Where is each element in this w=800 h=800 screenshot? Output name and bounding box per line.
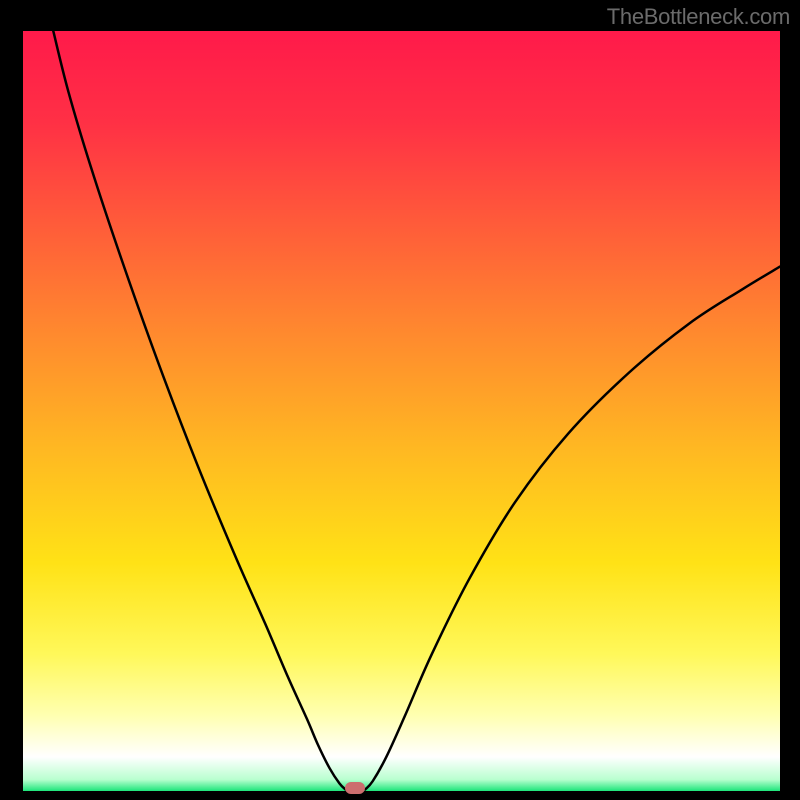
curve-svg [23,31,780,791]
curve-minimum-marker [345,782,365,794]
watermark-text: TheBottleneck.com [607,4,790,30]
plot-area [23,31,780,791]
